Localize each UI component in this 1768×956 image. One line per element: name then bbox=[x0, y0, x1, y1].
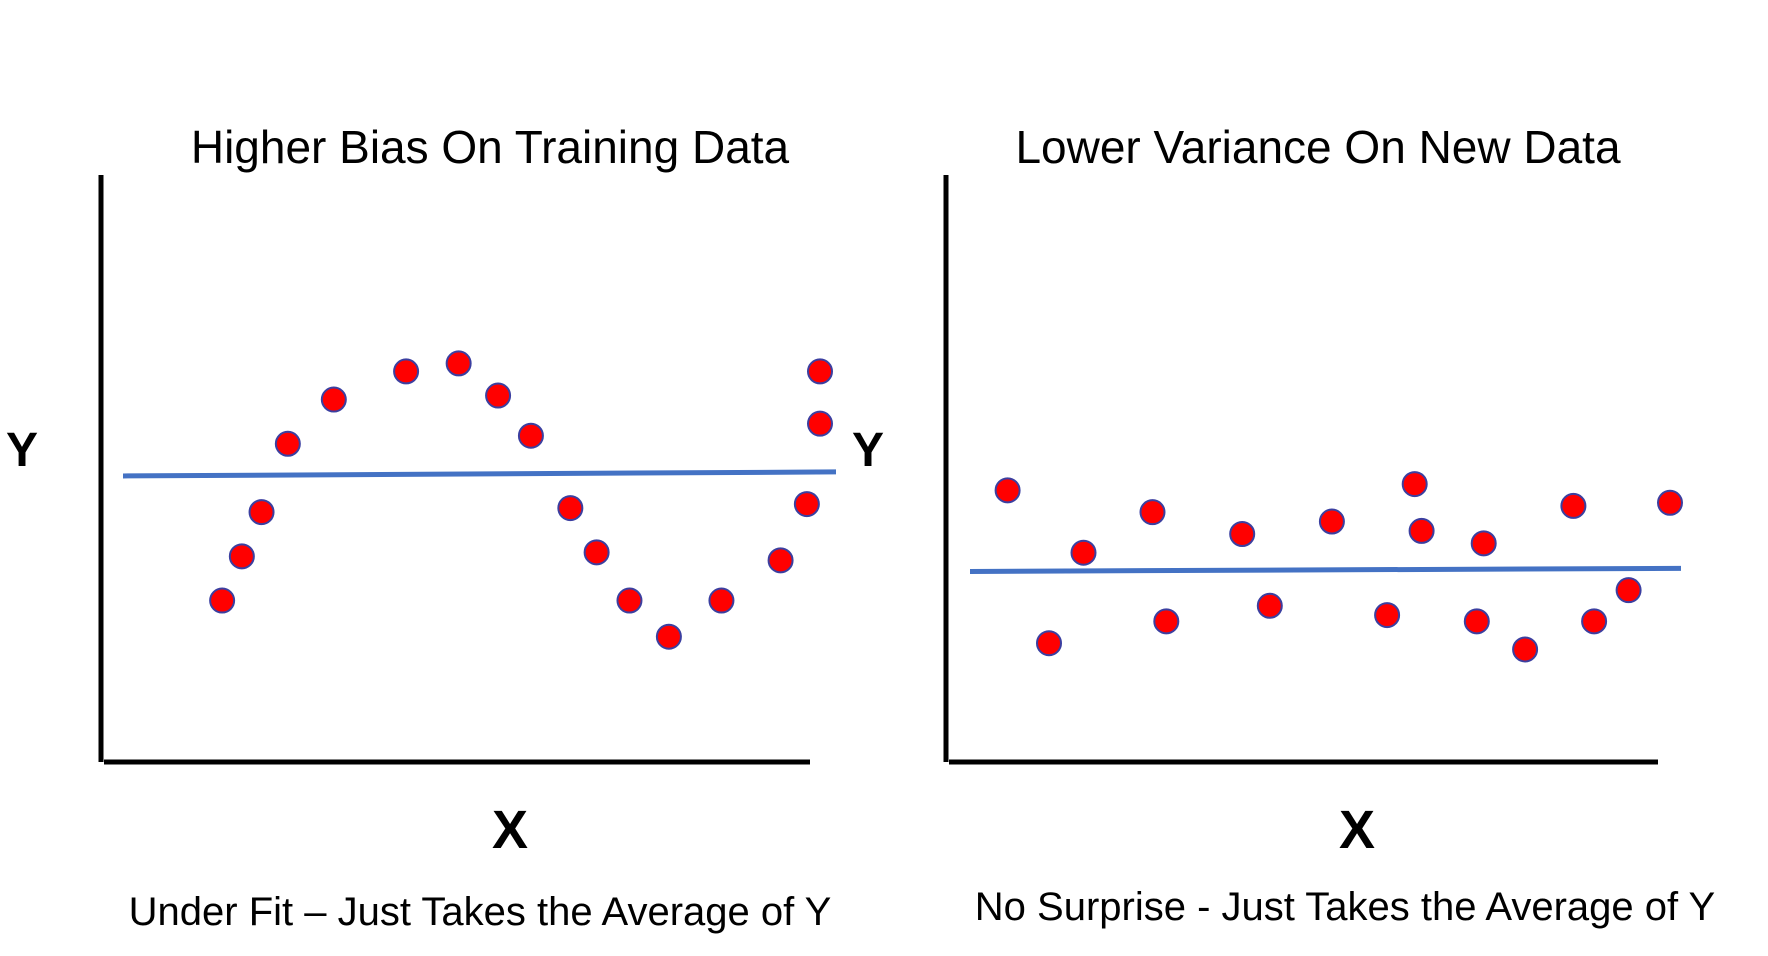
data-point-left-6 bbox=[393, 358, 420, 385]
fit-line-right bbox=[969, 565, 1682, 574]
data-point-left-17 bbox=[807, 410, 833, 437]
data-point-left-15 bbox=[767, 547, 794, 574]
x-axis-label-right: X bbox=[1339, 800, 1375, 860]
data-point-right-18 bbox=[1657, 489, 1683, 516]
data-point-left-12 bbox=[616, 587, 643, 614]
data-point-right-12 bbox=[1463, 608, 1490, 635]
data-point-left-14 bbox=[708, 587, 735, 614]
data-point-right-15 bbox=[1560, 492, 1587, 519]
data-point-right-10 bbox=[1401, 471, 1428, 498]
data-point-right-16 bbox=[1581, 608, 1608, 635]
data-point-right-3 bbox=[1070, 539, 1097, 566]
y-axis-label-left: Y bbox=[6, 424, 38, 477]
data-point-right-2 bbox=[1036, 630, 1062, 657]
data-point-left-5 bbox=[320, 386, 347, 413]
data-point-right-1 bbox=[994, 477, 1021, 504]
data-point-left-7 bbox=[445, 350, 472, 377]
caption-left: Under Fit – Just Takes the Average of Y bbox=[129, 890, 832, 934]
data-point-right-5 bbox=[1153, 608, 1180, 635]
data-point-left-11 bbox=[583, 539, 610, 566]
y-axis-label-right: Y bbox=[852, 424, 884, 477]
data-point-left-3 bbox=[248, 499, 275, 526]
data-point-left-10 bbox=[557, 495, 584, 522]
data-point-left-18 bbox=[807, 358, 833, 385]
data-point-left-4 bbox=[274, 430, 301, 457]
panel-left: Higher Bias On Training Data Y X Under F… bbox=[6, 121, 837, 934]
data-point-left-9 bbox=[517, 422, 544, 449]
plot-area-left bbox=[122, 350, 837, 650]
data-point-right-13 bbox=[1470, 530, 1497, 557]
data-point-right-9 bbox=[1374, 602, 1401, 629]
x-axis-label-left: X bbox=[492, 800, 528, 860]
plot-area-right bbox=[969, 471, 1683, 663]
data-point-left-16 bbox=[793, 491, 820, 518]
data-point-right-6 bbox=[1229, 521, 1256, 547]
caption-right: No Surprise - Just Takes the Average of … bbox=[975, 885, 1715, 929]
data-point-left-2 bbox=[228, 543, 255, 570]
data-point-right-8 bbox=[1318, 508, 1345, 535]
chart-title-right: Lower Variance On New Data bbox=[1015, 121, 1621, 173]
fit-line-left bbox=[122, 469, 837, 479]
chart-title-left: Higher Bias On Training Data bbox=[191, 121, 790, 173]
data-point-left-8 bbox=[485, 382, 512, 409]
data-point-right-14 bbox=[1512, 636, 1539, 663]
data-point-left-1 bbox=[209, 587, 236, 614]
panel-right: Lower Variance On New Data Y X No Surpri… bbox=[852, 121, 1715, 929]
data-point-right-7 bbox=[1256, 592, 1283, 619]
data-point-right-11 bbox=[1408, 517, 1435, 544]
data-point-right-4 bbox=[1139, 499, 1166, 526]
data-point-left-13 bbox=[655, 623, 682, 650]
data-point-right-17 bbox=[1615, 577, 1642, 604]
